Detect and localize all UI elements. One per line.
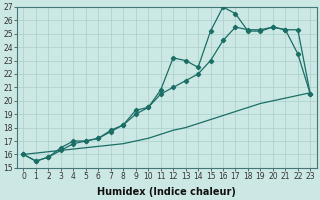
X-axis label: Humidex (Indice chaleur): Humidex (Indice chaleur) [98,187,236,197]
